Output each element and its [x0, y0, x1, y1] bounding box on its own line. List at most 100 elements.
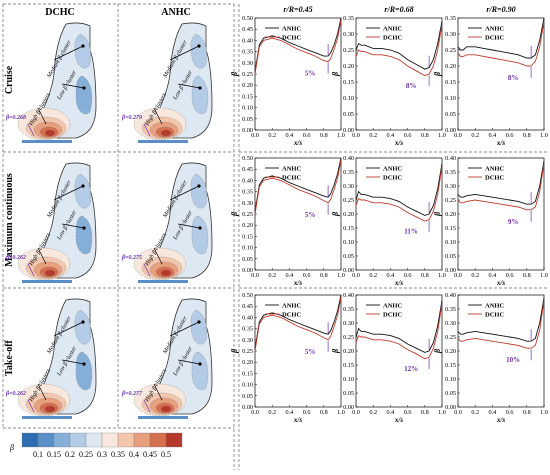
- legend-label-anhc: ANHC: [485, 26, 504, 33]
- x-tick-label: 0.4: [489, 409, 497, 416]
- y-tick-label: 0.40: [343, 292, 354, 299]
- reduction-label: 12%: [404, 365, 418, 373]
- x-tick-label: 0.4: [489, 132, 497, 139]
- y-tick-label: 0.40: [343, 155, 354, 162]
- x-tick-label: 0.6: [506, 132, 514, 139]
- y-tick-label: 0.45: [242, 303, 253, 310]
- y-tick-label: 0.15: [343, 362, 354, 369]
- legend-label-dchc: DCHC: [282, 35, 301, 42]
- legend-label-dchc: DCHC: [282, 175, 301, 182]
- legend-label-anhc: ANHC: [282, 166, 301, 173]
- legend-label-anhc: ANHC: [485, 303, 504, 310]
- chart-1: r/R=0.45 0.00 0.05 0.10 0.15 0.20 0.25 0.30 0.35…: [230, 5, 345, 147]
- y-tick-label: 0.35: [242, 49, 253, 56]
- y-tick-label: 0.00: [343, 404, 354, 411]
- y-tick-label: 0.30: [343, 31, 354, 38]
- colorbar: β 0.1 0.15 0.2 0.25 0.3 0.35 0.4 0.45 0.5: [9, 432, 183, 459]
- legend-label-dchc: DCHC: [383, 175, 402, 182]
- y-tick-label: 0.45: [242, 26, 253, 33]
- x-tick-label: 0.6: [303, 132, 311, 139]
- x-tick-label: 0.4: [286, 409, 294, 416]
- y-tick-label: 0.40: [242, 37, 253, 44]
- x-tick-label: 0.6: [404, 272, 412, 279]
- colorbar-swatch: [69, 432, 87, 448]
- beta-arrow: [27, 123, 35, 137]
- reduction-label: 11%: [404, 228, 418, 236]
- x-tick-label: 0.8: [523, 409, 531, 416]
- x-tick-label: 0.4: [387, 132, 395, 139]
- y-tick-label: 0.15: [242, 370, 253, 377]
- colorbar-tick-label: 0.45: [143, 450, 157, 459]
- medium-region: [190, 309, 207, 345]
- x-tick-label: 0.2: [268, 132, 276, 139]
- series-line-anhc: [355, 300, 443, 353]
- beta-value-label: β=0.262: [5, 255, 26, 261]
- beta-value-label: β=0.268: [5, 115, 26, 121]
- reduction-label: 5%: [305, 70, 316, 78]
- low-region: [191, 75, 209, 115]
- x-tick-label: 0.8: [421, 272, 429, 279]
- x-tick-label: 0.2: [369, 132, 377, 139]
- series-line-dchc: [457, 163, 545, 211]
- beta-value-label: β=0.275: [121, 255, 142, 261]
- endwall-strip: [22, 280, 72, 283]
- y-tick-label: 0.05: [343, 111, 354, 118]
- x-tick-label: 0.0: [454, 132, 462, 139]
- x-tick-label: 0.4: [387, 409, 395, 416]
- colorbar-swatch: [149, 432, 167, 448]
- high-leader: [37, 107, 47, 125]
- y-tick-label: 0.25: [242, 211, 253, 218]
- colorbar-tick-label: 0.25: [79, 450, 93, 459]
- y-tick-label: 0.10: [343, 239, 354, 246]
- x-tick-label: 0.8: [320, 132, 328, 139]
- y-tick-label: 0.30: [343, 183, 354, 190]
- medium-region: [190, 173, 207, 209]
- medium-region: [74, 309, 91, 345]
- y-tick-label: 0.25: [445, 47, 456, 54]
- legend-label-anhc: ANHC: [485, 166, 504, 173]
- series-line-dchc: [254, 20, 342, 75]
- legend-label-dchc: DCHC: [485, 312, 504, 319]
- medium-region: [190, 33, 207, 69]
- x-tick-label: 0.6: [506, 409, 514, 416]
- y-tick-label: 0.35: [445, 15, 456, 22]
- x-tick-label: 0.0: [454, 409, 462, 416]
- x-tick-label: 0.6: [303, 409, 311, 416]
- y-tick-label: 0.25: [343, 197, 354, 204]
- series-line-anhc: [355, 21, 443, 70]
- y-axis-label: β: [230, 348, 239, 354]
- y-tick-label: 0.35: [343, 169, 354, 176]
- x-tick-label: 0.0: [454, 272, 462, 279]
- x-tick-label: 0.6: [404, 409, 412, 416]
- beta-value-label: β=0.279: [121, 115, 142, 121]
- beta-arrow: [27, 399, 35, 413]
- chart-5: 0.00 0.05 0.10 0.15 0.20 0.25 0.30 0.35 0.40 0.0 0…: [331, 155, 446, 287]
- y-tick-label: 0.00: [242, 267, 253, 274]
- legend-label-anhc: ANHC: [282, 26, 301, 33]
- medium-leader: [169, 321, 200, 337]
- reduction-label: 8%: [508, 74, 519, 82]
- y-tick-label: 0.20: [242, 222, 253, 229]
- x-tick-label: 0.6: [303, 272, 311, 279]
- colorbar-symbol: β: [9, 443, 14, 452]
- x-tick-label: 0.8: [523, 272, 531, 279]
- chart-2: r/R=0.68 0.00 0.05 0.10 0.15 0.20 0.25 0.30 0.35…: [331, 5, 446, 147]
- y-tick-label: 0.35: [343, 15, 354, 22]
- high-region: [160, 269, 172, 277]
- low-leader: [61, 223, 85, 229]
- header-dchc: DCHC: [45, 7, 74, 18]
- y-tick-label: 0.20: [445, 211, 456, 218]
- y-tick-label: 0.05: [242, 256, 253, 263]
- y-tick-label: 0.35: [242, 326, 253, 333]
- chart-6: 0.00 0.05 0.10 0.15 0.20 0.25 0.30 0.35 0.40 0.0 0…: [433, 155, 548, 287]
- low-leader: [61, 359, 85, 365]
- x-axis-label: x/s: [496, 279, 505, 287]
- y-tick-label: 0.15: [242, 93, 253, 100]
- x-tick-label: 0.8: [320, 272, 328, 279]
- low-marker: [82, 226, 86, 230]
- y-axis-label: β: [433, 71, 442, 77]
- x-tick-label: 0.6: [404, 132, 412, 139]
- series-line-dchc: [254, 160, 342, 215]
- high-leader: [37, 383, 47, 401]
